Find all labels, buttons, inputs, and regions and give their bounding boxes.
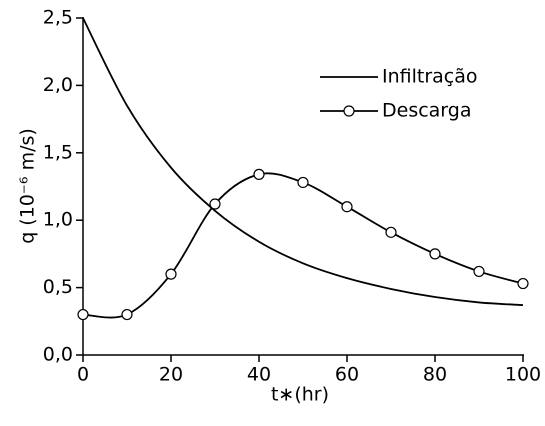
data-point	[517, 277, 529, 290]
data-point	[253, 168, 265, 180]
y-tick-label: 0,0	[43, 344, 73, 366]
data-point	[165, 268, 177, 280]
data-point	[209, 198, 221, 210]
y-tick-label: 1,5	[43, 141, 73, 163]
data-point	[473, 265, 485, 278]
y-tick-label: 2,5	[43, 7, 73, 29]
data-point	[77, 308, 89, 321]
data-point	[297, 176, 309, 189]
y-axis-label: q (10⁻⁶ m/s)	[17, 128, 39, 244]
y-tick-label: 2,0	[43, 74, 73, 96]
series-line	[82, 17, 524, 307]
x-axis-label: t∗(hr)	[271, 384, 329, 406]
y-tick-label: 1,0	[43, 209, 73, 231]
x-tick-label: 100	[505, 364, 541, 386]
data-point	[341, 201, 353, 213]
legend-label: Infiltração	[382, 66, 478, 88]
x-tick-label: 60	[335, 364, 359, 386]
x-tick-label: 40	[247, 364, 271, 386]
x-tick-label: 80	[423, 364, 447, 386]
y-tick-label: 0,5	[43, 276, 73, 298]
legend-label: Descarga	[382, 100, 472, 122]
data-point	[385, 226, 397, 238]
x-tick-label: 20	[159, 364, 183, 386]
series-line	[82, 172, 524, 319]
legend-marker	[343, 105, 355, 117]
x-tick-label: 0	[77, 364, 89, 386]
data-point	[429, 248, 441, 260]
data-point	[121, 308, 133, 321]
